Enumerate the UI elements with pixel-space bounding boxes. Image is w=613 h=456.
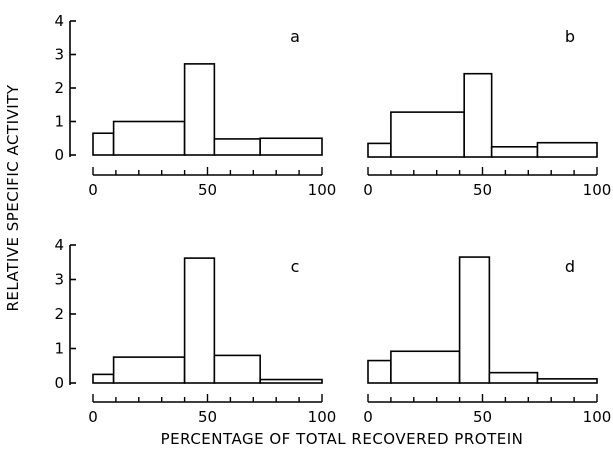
histogram-bar bbox=[536, 378, 598, 384]
y-tick-label: 3 bbox=[54, 271, 64, 289]
x-tick-label: 0 bbox=[88, 408, 98, 426]
x-tick-label: 0 bbox=[363, 181, 373, 199]
x-tick-label: 100 bbox=[583, 181, 612, 199]
panel-letter: d bbox=[565, 257, 575, 276]
y-tick-label: 4 bbox=[54, 236, 64, 254]
histogram-bar bbox=[463, 72, 493, 158]
histogram-bar bbox=[367, 359, 392, 384]
x-tick-label: 0 bbox=[363, 408, 373, 426]
histogram-bar bbox=[92, 373, 115, 384]
x-tick-label: 100 bbox=[308, 408, 337, 426]
panel-letter: a bbox=[290, 27, 300, 46]
panel-a: 0 1 2 3 4 0 50 100 a bbox=[54, 12, 336, 199]
y-tick-label: 4 bbox=[54, 12, 64, 30]
histogram-bar bbox=[213, 354, 261, 384]
histogram-bar bbox=[536, 141, 598, 158]
histogram-bar bbox=[458, 256, 491, 384]
panel-d: 0 50 100 d bbox=[363, 256, 612, 426]
panel-letter: c bbox=[291, 257, 300, 276]
y-tick-label: 0 bbox=[54, 146, 64, 164]
panel-b: 0 50 100 b bbox=[363, 27, 611, 199]
y-tick-label: 2 bbox=[54, 305, 64, 323]
x-axis-title: PERCENTAGE OF TOTAL RECOVERED PROTEIN bbox=[161, 430, 524, 448]
panel-letter: b bbox=[565, 27, 575, 46]
histogram-bar bbox=[112, 120, 186, 156]
histogram-bar bbox=[488, 371, 539, 384]
histogram-bar bbox=[390, 111, 465, 158]
x-tick-label: 100 bbox=[308, 181, 337, 199]
y-tick-label: 3 bbox=[54, 46, 64, 64]
histogram-bar bbox=[490, 146, 539, 158]
panel-c: 0 1 2 3 4 0 50 100 c bbox=[54, 236, 336, 426]
histogram-bar bbox=[183, 63, 216, 156]
histogram-bar bbox=[213, 138, 261, 156]
histogram-bar bbox=[367, 142, 392, 158]
histogram-bar bbox=[112, 356, 186, 384]
y-tick-label: 0 bbox=[54, 374, 64, 392]
y-tick-label: 2 bbox=[54, 79, 64, 97]
x-tick-label: 100 bbox=[583, 408, 612, 426]
x-tick-label: 50 bbox=[473, 408, 492, 426]
x-tick-label: 50 bbox=[198, 408, 217, 426]
x-tick-label: 50 bbox=[198, 181, 217, 199]
x-tick-label: 50 bbox=[473, 181, 492, 199]
histogram-bar bbox=[183, 257, 216, 384]
y-tick-label: 1 bbox=[54, 340, 64, 358]
y-tick-label: 1 bbox=[54, 113, 64, 131]
histogram-bar bbox=[259, 137, 323, 156]
panels: 0 1 2 3 4 0 50 100 a 0 50 100 b 0 1 2 3 4 0 50 100 c 0 50 100 d bbox=[54, 12, 611, 426]
x-tick-label: 0 bbox=[88, 181, 98, 199]
histogram-bar bbox=[390, 350, 461, 384]
y-axis-title: RELATIVE SPECIFIC ACTIVITY bbox=[4, 84, 22, 311]
histogram-bar bbox=[259, 378, 323, 384]
histogram-bar bbox=[92, 132, 115, 156]
